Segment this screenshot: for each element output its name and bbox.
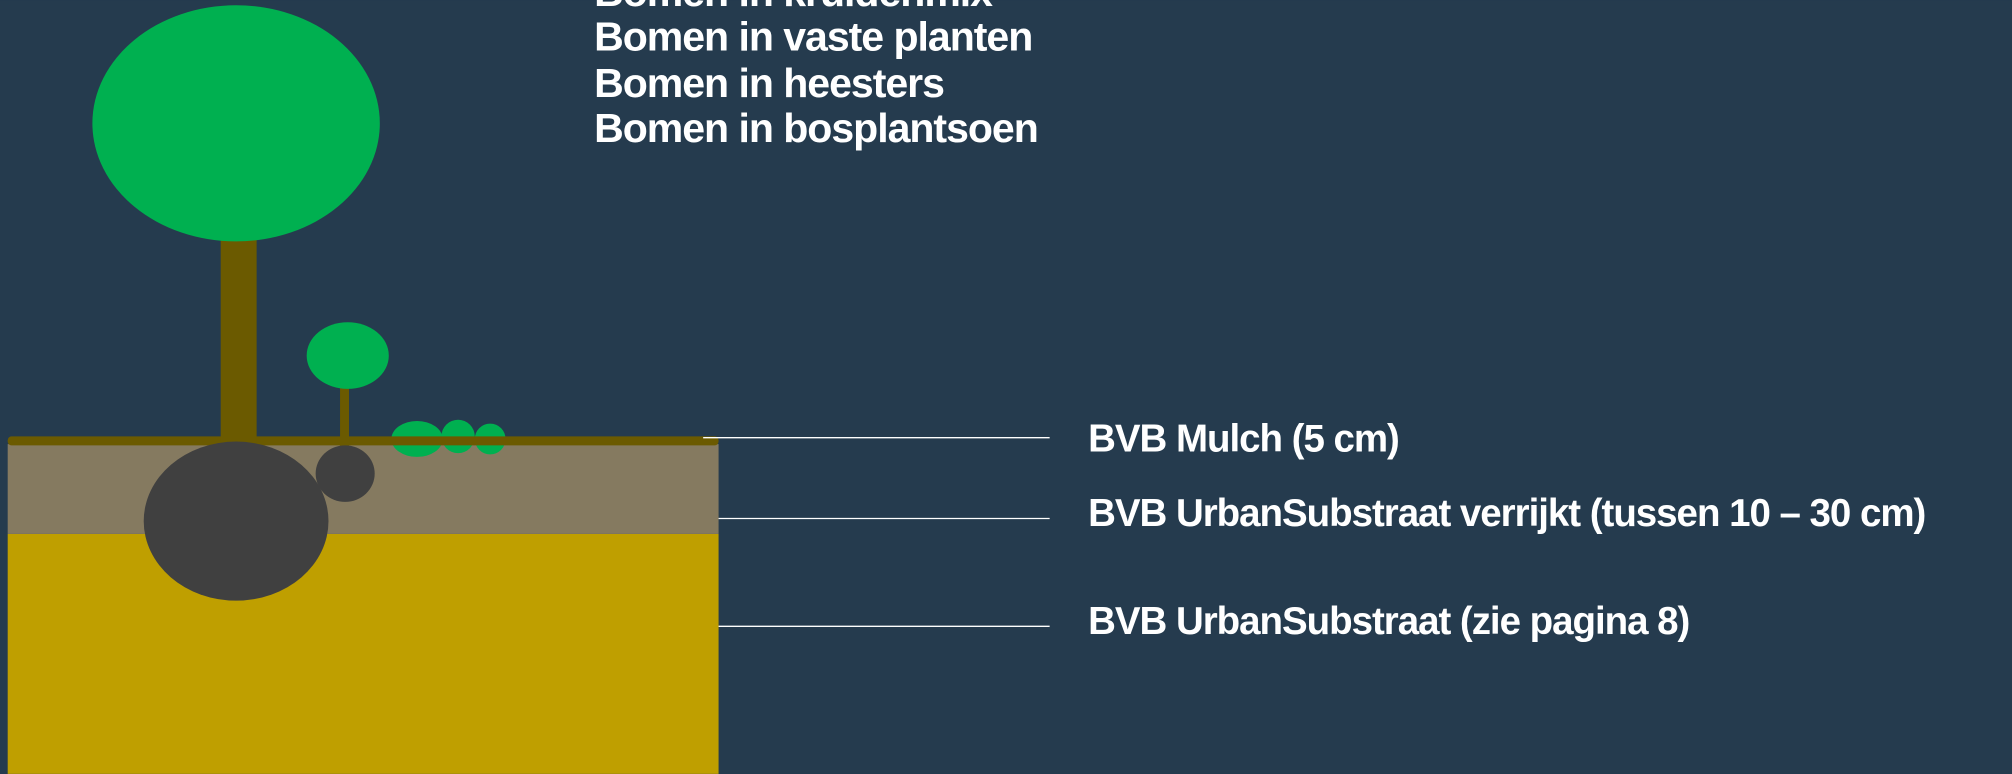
plant-list-item: Bomen in kruidenmix — [594, 0, 993, 15]
plant-list-item: Bomen in bosplantsoen — [594, 105, 1038, 151]
plant-list-item: Bomen in vaste planten — [594, 14, 1032, 60]
small-root-ball — [315, 445, 375, 502]
layer-label: BVB UrbanSubstraat (zie pagina 8) — [1088, 600, 1689, 643]
small-tree-crown — [306, 322, 389, 389]
tree-trunk — [220, 231, 257, 450]
mulch-layer — [7, 436, 719, 446]
tree-crown — [92, 5, 380, 242]
layer-label: BVB UrbanSubstraat verrijkt (tussen 10 –… — [1088, 492, 1925, 535]
layer-label: BVB Mulch (5 cm) — [1088, 418, 1399, 461]
plant-list-item: Bomen in heesters — [594, 60, 944, 106]
substrate-layer — [7, 533, 719, 774]
small-tree-stem — [340, 382, 350, 454]
root-ball — [143, 441, 329, 601]
